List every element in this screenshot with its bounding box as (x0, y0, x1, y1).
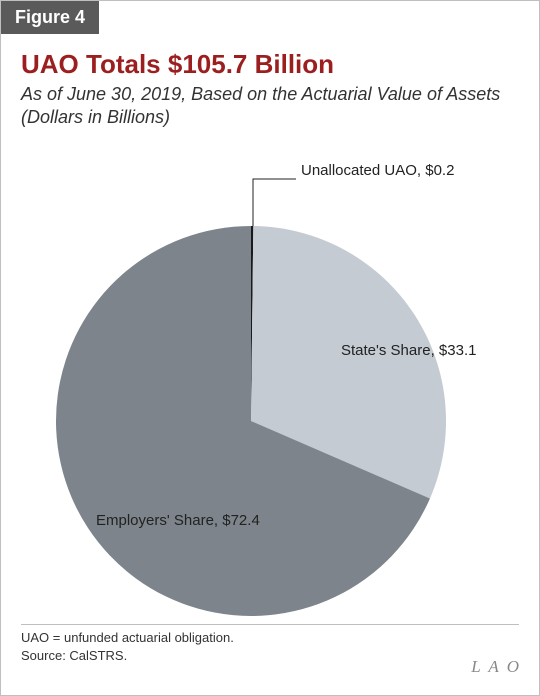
figure-tab: Figure 4 (1, 1, 99, 34)
lao-logo: L A O (471, 657, 521, 677)
slice-label-employers: Employers' Share, $72.4 (96, 512, 260, 529)
pie-chart: Unallocated UAO, $0.2 State's Share, $33.… (1, 151, 540, 601)
figure-frame: Figure 4 UAO Totals $105.7 Billion As of… (0, 0, 540, 696)
footnote-line-2: Source: CalSTRS. (21, 647, 234, 665)
footnote-line-1: UAO = unfunded actuarial obligation. (21, 629, 234, 647)
chart-subtitle: As of June 30, 2019, Based on the Actuar… (21, 83, 519, 130)
slice-label-unallocated: Unallocated UAO, $0.2 (301, 162, 454, 179)
leader-unallocated (253, 179, 296, 226)
divider (21, 624, 519, 625)
footnote: UAO = unfunded actuarial obligation. Sou… (21, 629, 234, 665)
chart-title: UAO Totals $105.7 Billion (21, 49, 334, 80)
slice-label-state: State's Share, $33.1 (341, 342, 476, 359)
